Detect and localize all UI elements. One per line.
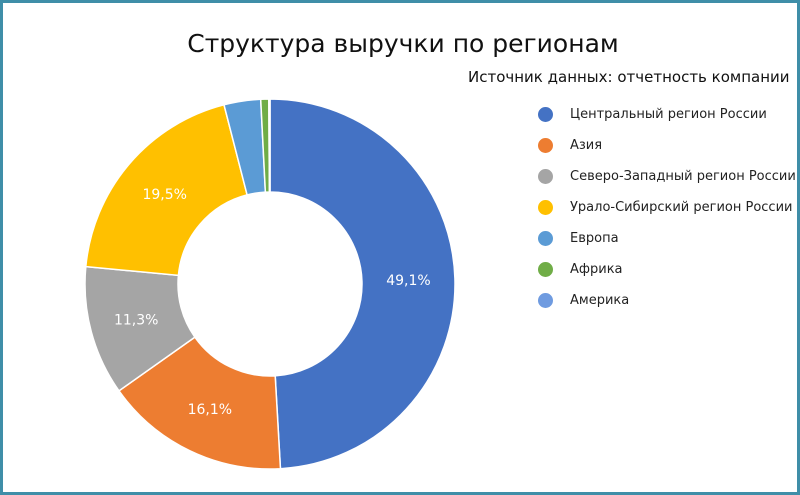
legend-swatch: [538, 293, 553, 308]
slice-label-4: 19,5%: [142, 187, 186, 203]
legend-label: Америка: [570, 293, 630, 308]
legend-item: Африка: [538, 254, 796, 285]
legend-swatch: [538, 262, 553, 277]
chart-legend: Центральный регион России Азия Северо-Запа…: [538, 99, 796, 316]
legend-swatch: [538, 200, 553, 215]
legend-swatch: [538, 107, 553, 122]
legend-swatch: [538, 231, 553, 246]
legend-item: Европа: [538, 223, 796, 254]
legend-swatch: [538, 169, 553, 184]
legend-label: Азия: [570, 138, 603, 153]
donut-chart: 49,1% 16,1% 11,3% 19,5%: [84, 98, 456, 470]
legend-swatch: [538, 138, 553, 153]
slice-label-3: 11,3%: [114, 313, 158, 329]
legend-label: Африка: [570, 262, 623, 277]
legend-label: Северо-Западный регион России: [570, 169, 796, 184]
slice-4: [85, 103, 249, 277]
legend-item: Центральный регион России: [538, 99, 796, 130]
legend-item: Урало-Сибирский регион России: [538, 192, 796, 223]
legend-item: Северо-Западный регион России: [538, 161, 796, 192]
chart-subtitle: Источник данных: отчетность компании: [468, 68, 790, 86]
legend-label: Европа: [570, 231, 619, 246]
slice-2: [117, 336, 282, 470]
legend-item: Азия: [538, 130, 796, 161]
legend-label: Центральный регион России: [570, 107, 767, 122]
slice-7: [268, 98, 271, 193]
legend-item: Америка: [538, 285, 796, 316]
slice-label-2: 16,1%: [188, 402, 232, 418]
chart-title: Структура выручки по регионам: [187, 29, 619, 58]
slice-label-1: 49,1%: [386, 273, 430, 289]
slice-1: [269, 98, 456, 470]
legend-label: Урало-Сибирский регион России: [570, 200, 793, 215]
